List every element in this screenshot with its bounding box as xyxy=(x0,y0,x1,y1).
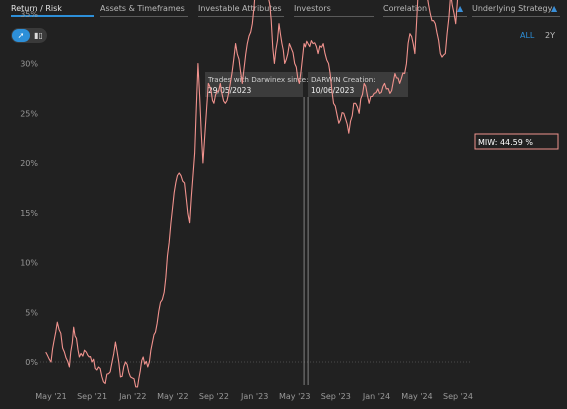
y-tick-label: 15% xyxy=(20,209,38,218)
last-value-box xyxy=(474,133,559,150)
tab-correlation-underline xyxy=(383,16,467,17)
x-tick-label: May '21 xyxy=(35,392,66,401)
tab-bar: Return / Risk Assets & Timeframes Invest… xyxy=(0,0,567,20)
tab-investable-attributes-underline xyxy=(198,16,284,17)
tab-investable-attributes[interactable]: Investable Attributes xyxy=(198,4,282,13)
x-tick-label: Sep '24 xyxy=(443,392,473,401)
tab-underlying-strategy-underline xyxy=(472,16,560,17)
annotation-title: DARWIN Creation: xyxy=(311,75,376,84)
annotation-date: 10/06/2023 xyxy=(311,86,354,95)
tab-return-risk[interactable]: Return / Risk xyxy=(11,4,62,13)
x-tick-label: Jan '23 xyxy=(240,392,268,401)
annotation-date: 29/05/2023 xyxy=(208,86,251,95)
graduation-cap-icon: ▲ xyxy=(457,4,464,13)
last-value-label: MIW: 44.59 % xyxy=(478,138,533,147)
tab-assets-timeframes-underline xyxy=(100,16,188,17)
tab-underlying-strategy[interactable]: Underlying Strategy xyxy=(472,4,553,13)
chart-view-toggle[interactable]: ➚ ▮▯ xyxy=(11,28,47,43)
tab-return-risk-underline xyxy=(11,15,94,17)
x-tick-label: May '23 xyxy=(279,392,310,401)
annotation-box xyxy=(308,72,408,97)
y-tick-label: 25% xyxy=(20,109,38,118)
range-all-button[interactable]: ALL xyxy=(520,31,535,40)
x-tick-label: Sep '22 xyxy=(199,392,229,401)
tab-correlation[interactable]: Correlation xyxy=(383,4,428,13)
range-2y-button[interactable]: 2Y xyxy=(545,31,555,40)
tab-investors-underline xyxy=(294,16,374,17)
x-tick-label: Sep '21 xyxy=(77,392,107,401)
graduation-cap-icon: ▲ xyxy=(551,4,558,13)
candlestick-icon[interactable]: ▮▯ xyxy=(34,31,43,40)
y-tick-label: 5% xyxy=(25,308,38,317)
y-tick-label: 35% xyxy=(20,10,38,19)
x-tick-label: Jan '24 xyxy=(362,392,390,401)
annotation-title: Trades with Darwinex since: xyxy=(207,75,309,84)
tab-investors[interactable]: Investors xyxy=(294,4,331,13)
series-line-miw xyxy=(45,0,459,388)
tab-assets-timeframes[interactable]: Assets & Timeframes xyxy=(100,4,185,13)
y-tick-label: 0% xyxy=(25,358,38,367)
line-chart-icon[interactable]: ➚ xyxy=(12,29,30,42)
x-tick-label: May '22 xyxy=(157,392,188,401)
y-tick-label: 30% xyxy=(20,60,38,69)
x-tick-label: May '24 xyxy=(401,392,432,401)
x-tick-label: Jan '22 xyxy=(118,392,146,401)
y-tick-label: 10% xyxy=(20,259,38,268)
x-tick-label: Sep '23 xyxy=(321,392,351,401)
y-tick-label: 20% xyxy=(20,159,38,168)
